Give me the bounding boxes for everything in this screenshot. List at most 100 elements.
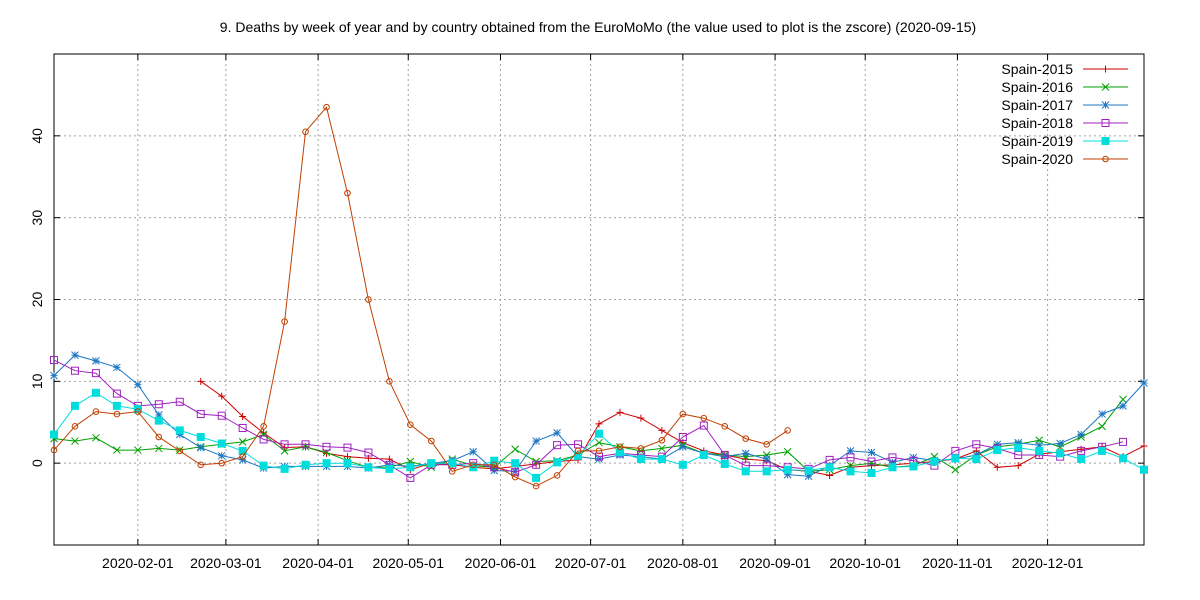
data-point xyxy=(1140,442,1148,450)
data-point xyxy=(658,426,666,434)
data-point xyxy=(658,444,666,453)
data-point xyxy=(720,450,729,459)
legend-label: Spain-2016 xyxy=(1001,79,1073,95)
data-point xyxy=(1101,137,1110,145)
y-tick-label: 20 xyxy=(29,292,45,308)
data-point xyxy=(616,408,624,416)
data-point xyxy=(50,356,58,365)
data-point xyxy=(741,449,750,458)
data-point xyxy=(155,433,163,441)
data-point xyxy=(951,465,960,474)
x-tick-label: 2020-09-01 xyxy=(739,555,811,571)
data-point xyxy=(1102,155,1109,163)
data-point xyxy=(92,433,100,442)
data-point xyxy=(218,459,225,467)
data-point xyxy=(532,482,540,490)
data-point xyxy=(323,103,330,111)
data-point xyxy=(678,460,687,469)
data-point xyxy=(50,430,58,439)
data-point xyxy=(762,455,771,463)
data-point xyxy=(133,446,142,454)
data-point xyxy=(1098,422,1106,431)
data-point xyxy=(112,401,121,410)
data-point xyxy=(301,460,310,469)
data-point xyxy=(553,458,562,467)
data-point xyxy=(762,467,771,476)
data-point xyxy=(951,454,960,463)
data-point xyxy=(302,128,309,136)
data-point xyxy=(846,453,855,462)
data-point xyxy=(1035,446,1044,455)
grid-lines xyxy=(54,54,1144,545)
y-tick-label: 0 xyxy=(29,459,45,467)
data-point xyxy=(909,462,918,471)
data-point xyxy=(595,438,603,447)
series-line xyxy=(53,398,1124,472)
data-point xyxy=(70,366,79,375)
data-point xyxy=(343,443,352,452)
data-point xyxy=(197,461,205,469)
data-point xyxy=(532,437,540,445)
data-point xyxy=(154,416,163,425)
data-point xyxy=(386,378,393,385)
data-point xyxy=(406,473,415,482)
series-line xyxy=(53,106,788,487)
y-tick-label: 30 xyxy=(29,210,45,226)
data-point xyxy=(259,435,268,444)
data-point xyxy=(344,189,351,197)
data-point xyxy=(365,296,372,303)
data-point xyxy=(113,446,121,454)
data-point xyxy=(783,470,792,479)
data-point xyxy=(1119,402,1127,410)
data-point xyxy=(972,440,981,449)
data-point xyxy=(678,442,687,451)
data-point xyxy=(154,444,163,453)
data-point xyxy=(406,463,415,472)
data-point xyxy=(721,423,729,430)
series-line xyxy=(53,359,1124,479)
data-point xyxy=(1056,449,1065,458)
data-point xyxy=(1102,65,1109,73)
data-point xyxy=(1119,437,1128,446)
data-point xyxy=(154,400,163,409)
legend-item: Spain-2017 xyxy=(1001,97,1128,113)
data-point xyxy=(993,446,1002,455)
data-point xyxy=(595,447,603,455)
legend-label: Spain-2019 xyxy=(1001,133,1073,149)
data-point xyxy=(239,453,246,460)
data-point xyxy=(763,441,770,448)
data-point xyxy=(678,432,687,441)
data-point xyxy=(615,448,624,457)
data-point xyxy=(343,453,351,461)
data-point xyxy=(574,451,583,460)
x-tick-label: 2020-06-01 xyxy=(465,555,537,571)
data-point xyxy=(742,435,750,442)
data-point xyxy=(260,423,267,430)
data-point xyxy=(280,440,289,449)
series-spain-2020 xyxy=(50,103,791,490)
data-point xyxy=(364,448,373,457)
series-lines xyxy=(50,103,1148,490)
data-point xyxy=(322,459,331,468)
data-point xyxy=(50,371,58,380)
data-point xyxy=(783,447,792,456)
data-point xyxy=(71,437,79,445)
data-point xyxy=(972,455,981,464)
data-point xyxy=(280,464,289,473)
data-point xyxy=(804,472,813,481)
data-point xyxy=(322,442,331,451)
data-point xyxy=(679,410,687,418)
data-point xyxy=(113,410,121,418)
data-point xyxy=(1056,439,1065,448)
data-point xyxy=(490,461,498,469)
data-point xyxy=(595,452,603,461)
y-tick-label: 40 xyxy=(29,128,45,144)
data-point xyxy=(196,410,205,419)
data-point xyxy=(1077,446,1086,455)
data-point xyxy=(175,426,184,435)
x-tick-label: 2020-11-01 xyxy=(922,555,993,571)
data-point xyxy=(176,447,184,455)
data-point xyxy=(196,432,205,441)
data-point xyxy=(867,448,876,457)
